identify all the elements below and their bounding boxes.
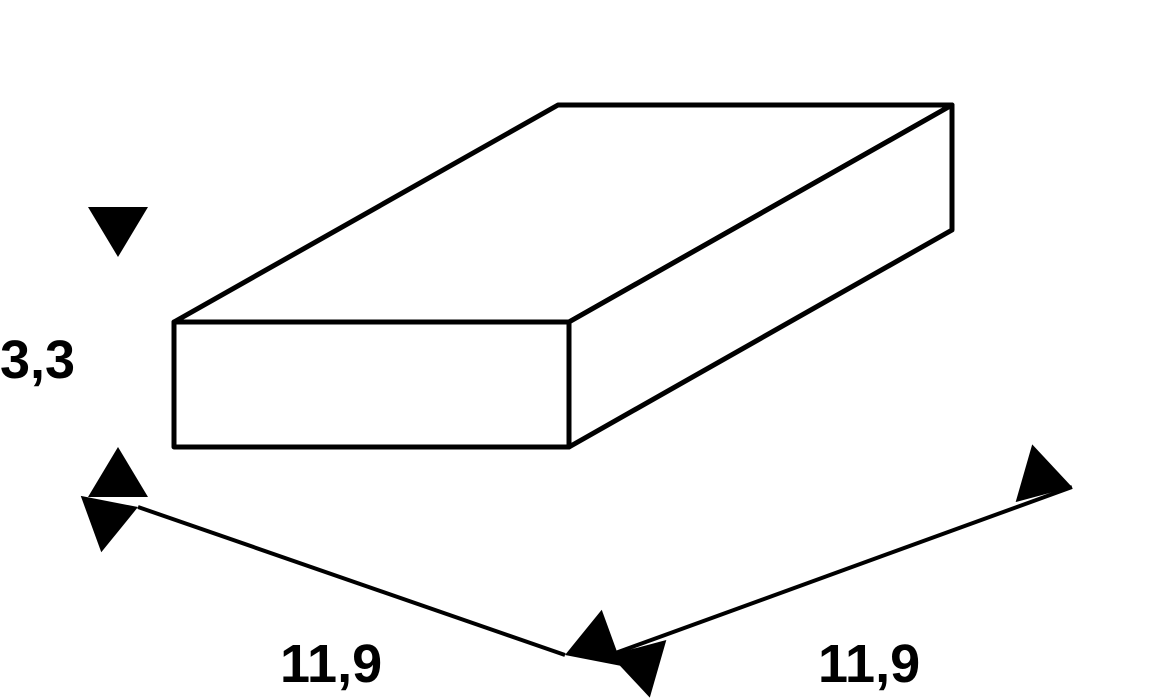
width-arrow-end-icon bbox=[555, 610, 623, 683]
depth-dimension-line bbox=[610, 487, 1072, 655]
height-label: 3,3 bbox=[0, 330, 75, 390]
dimension-diagram: 3,3 11,9 11,9 bbox=[0, 0, 1150, 700]
height-arrow-top-icon bbox=[88, 207, 148, 257]
width-label: 11,9 bbox=[280, 634, 382, 694]
depth-label: 11,9 bbox=[818, 634, 920, 694]
box-front-face bbox=[174, 322, 569, 447]
width-dimension-line bbox=[138, 507, 565, 655]
height-arrow-bottom-icon bbox=[88, 447, 148, 497]
